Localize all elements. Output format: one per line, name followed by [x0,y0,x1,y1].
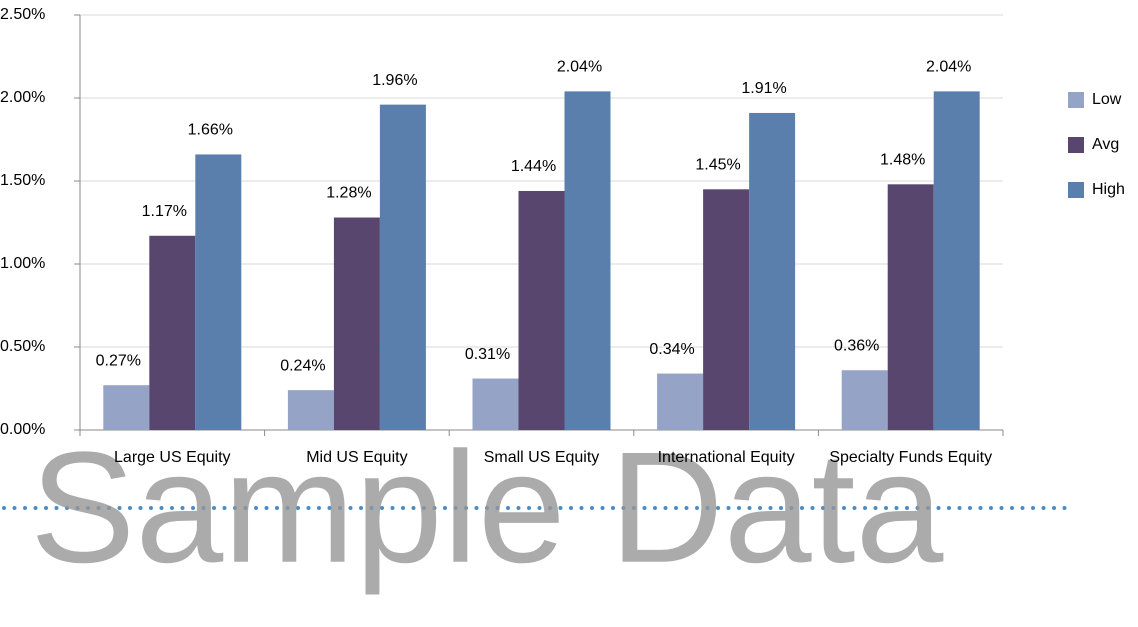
bar [287,390,334,430]
y-tick-label: 0.50% [0,338,45,355]
x-tick-label: Small US Equity [483,449,600,466]
y-tick-label: 1.00% [0,255,45,272]
bar [103,385,150,430]
bar [657,373,704,430]
bar [933,91,980,431]
x-tick-label: Large US Equity [114,449,231,466]
data-label: 1.44% [511,158,556,175]
bar [703,189,750,430]
bar [379,104,426,430]
data-label: 0.24% [280,357,325,374]
y-tick-label: 2.50% [0,6,45,23]
bar [841,370,888,430]
data-label: 1.45% [695,157,740,174]
y-tick-label: 1.50% [0,172,45,189]
bar [749,112,796,430]
bar [149,235,196,430]
legend-label: High [1092,181,1125,198]
bar [887,184,934,430]
bar [472,378,519,430]
data-label: 1.91% [741,80,786,97]
x-tick-label: International Equity [657,449,795,466]
data-label: 1.96% [372,72,417,89]
data-label: 1.66% [188,122,233,139]
bar [518,190,565,430]
y-tick-label: 0.00% [0,421,45,438]
bar [564,91,611,431]
bar [333,217,380,430]
data-label: 0.31% [465,346,510,363]
data-label: 1.28% [326,185,371,202]
y-tick-label: 2.00% [0,89,45,106]
legend-swatch [1068,182,1084,198]
bar [195,154,242,430]
data-label: 2.04% [557,59,602,76]
x-tick-label: Specialty Funds Equity [829,449,993,466]
data-label: 1.48% [880,152,925,169]
x-tick-label: Mid US Equity [306,449,408,466]
data-label: 0.27% [96,352,141,369]
legend-swatch [1068,92,1084,108]
data-label: 1.17% [142,203,187,220]
legend-swatch [1068,137,1084,153]
watermark: Sample Data [30,420,943,596]
legend-label: Avg [1092,136,1119,153]
data-label: 0.36% [834,337,879,354]
data-label: 0.34% [649,341,694,358]
data-label: 2.04% [926,59,971,76]
legend-label: Low [1092,91,1122,108]
